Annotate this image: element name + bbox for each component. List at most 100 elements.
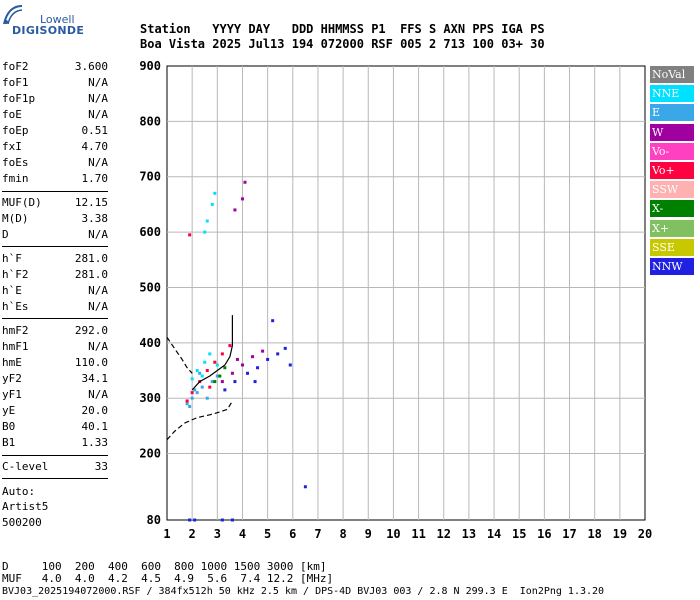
- data-point: [283, 346, 287, 350]
- data-point: [220, 380, 224, 384]
- data-point: [195, 369, 199, 373]
- upper-trace: [166, 336, 193, 374]
- param-value: 281.0: [74, 268, 108, 281]
- y-tick-label: 900: [139, 59, 161, 73]
- legend-item: NNE: [650, 85, 694, 103]
- data-point: [213, 191, 217, 195]
- x-tick-label: 19: [613, 527, 627, 541]
- x-tick-label: 7: [314, 527, 321, 541]
- y-tick-label: 200: [139, 447, 161, 461]
- separator: [2, 478, 108, 479]
- data-point: [251, 355, 255, 359]
- data-point: [243, 180, 247, 184]
- param-row: MUF(D) 12.15: [2, 196, 108, 212]
- x-tick-label: 9: [365, 527, 372, 541]
- data-point: [218, 374, 222, 378]
- data-point: [190, 391, 194, 395]
- param-label: foF2: [2, 60, 29, 73]
- param-row: foEs N/A: [2, 156, 108, 172]
- param-label: h`E: [2, 284, 22, 297]
- plot-frame: [166, 65, 646, 521]
- param-label: yE: [2, 404, 16, 417]
- y-tick-label: 300: [139, 391, 161, 405]
- x-tick-label: 14: [487, 527, 501, 541]
- data-point: [261, 349, 265, 353]
- profile-trace: [191, 315, 233, 391]
- x-tick-label: 6: [289, 527, 296, 541]
- separator: [2, 191, 108, 192]
- separator: [2, 318, 108, 319]
- data-point: [208, 385, 212, 389]
- data-point: [233, 380, 237, 384]
- data-point: [213, 380, 217, 384]
- param-label: yF2: [2, 372, 22, 385]
- lower-trace: [166, 400, 233, 441]
- param-row: B0 40.1: [2, 420, 108, 436]
- param-value: 12.15: [74, 196, 108, 209]
- x-tick-label: 16: [537, 527, 551, 541]
- clevel-row: C-level 33: [2, 460, 108, 476]
- legend-item: Vo+: [650, 162, 694, 179]
- legend-item: X+: [650, 219, 694, 237]
- auto-label: Auto:: [2, 485, 36, 498]
- param-value: N/A: [88, 284, 108, 297]
- data-point: [188, 233, 192, 237]
- legend-item: Vo-: [650, 142, 694, 160]
- data-point: [240, 197, 244, 201]
- data-point: [203, 360, 207, 364]
- param-label: hmF1: [2, 340, 29, 353]
- param-value: 0.51: [81, 124, 109, 137]
- param-value: 20.0: [81, 404, 109, 417]
- param-value: 1.33: [81, 436, 109, 449]
- data-point: [188, 405, 192, 408]
- param-label: yF1: [2, 388, 22, 401]
- x-tick-label: 12: [437, 527, 451, 541]
- legend-item: NNW: [650, 258, 694, 275]
- data-point: [198, 371, 202, 375]
- param-label: fxI: [2, 140, 22, 153]
- data-point: [190, 396, 194, 400]
- param-value: N/A: [88, 300, 108, 313]
- data-point: [208, 352, 212, 356]
- x-tick-label: 17: [562, 527, 576, 541]
- param-label: foF1: [2, 76, 29, 89]
- data-point: [220, 518, 224, 522]
- param-row: h`E N/A: [2, 284, 108, 300]
- param-label: M(D): [2, 212, 29, 225]
- param-row: h`F2 281.0: [2, 268, 108, 284]
- data-point: [205, 396, 209, 400]
- data-point: [235, 357, 239, 361]
- param-row: B1 1.33: [2, 436, 108, 452]
- x-tick-label: 15: [512, 527, 526, 541]
- data-point: [200, 374, 204, 378]
- data-point: [223, 366, 227, 370]
- legend-item: NoVal: [650, 66, 694, 83]
- data-point: [230, 518, 234, 522]
- param-row: M(D) 3.38: [2, 212, 108, 228]
- data-point: [223, 388, 227, 392]
- param-value: 281.0: [74, 252, 108, 265]
- param-label: B1: [2, 436, 16, 449]
- param-label: foE: [2, 108, 22, 121]
- param-row: foE N/A: [2, 108, 108, 124]
- data-point: [246, 371, 250, 375]
- param-row: fmin 1.70: [2, 172, 108, 188]
- param-value: N/A: [88, 156, 108, 169]
- data-point: [256, 366, 260, 370]
- data-point: [200, 385, 204, 389]
- data-point: [271, 319, 275, 323]
- param-row: hmE 110.0: [2, 356, 108, 372]
- data-point: [233, 208, 237, 212]
- param-value: 34.1: [81, 372, 109, 385]
- data-point: [210, 202, 214, 206]
- clevel-label: C-level: [2, 460, 49, 473]
- param-row: fxI 4.70: [2, 140, 108, 156]
- x-tick-label: 11: [411, 527, 425, 541]
- x-tick-label: 4: [239, 527, 246, 541]
- param-value: N/A: [88, 92, 108, 105]
- y-tick-label: 800: [139, 114, 161, 128]
- legend-item: SSW: [650, 181, 694, 199]
- data-point: [213, 360, 217, 364]
- param-label: B0: [2, 420, 16, 433]
- muf-row: MUF 4.0 4.0 4.2 4.5 4.9 5.6 7.4 12.2 [MH…: [2, 572, 334, 585]
